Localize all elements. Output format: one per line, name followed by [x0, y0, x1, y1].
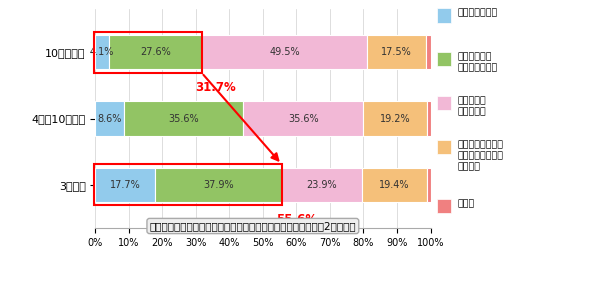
- Text: 予想以上に
つらかった: 予想以上に つらかった: [458, 96, 486, 116]
- Text: 37.9%: 37.9%: [203, 180, 234, 190]
- FancyBboxPatch shape: [437, 8, 451, 23]
- Bar: [124, 101, 244, 136]
- Text: 楽に受けられた: 楽に受けられた: [458, 8, 498, 17]
- Bar: [363, 101, 427, 136]
- FancyBboxPatch shape: [437, 199, 451, 213]
- Text: 8.6%: 8.6%: [98, 113, 122, 124]
- Bar: [94, 164, 282, 206]
- Bar: [95, 168, 154, 202]
- Text: 49.5%: 49.5%: [269, 47, 300, 57]
- Text: 「楽に受けられた」と「つらくなかった」を合わせた割合が約2倍に増加: 「楽に受けられた」と「つらくなかった」を合わせた割合が約2倍に増加: [149, 221, 356, 231]
- Text: 23.9%: 23.9%: [306, 180, 337, 190]
- Bar: [95, 101, 124, 136]
- Text: 17.5%: 17.5%: [381, 47, 412, 57]
- Text: 55.6%: 55.6%: [276, 213, 317, 226]
- Text: 35.6%: 35.6%: [169, 113, 199, 124]
- Bar: [109, 35, 202, 69]
- Bar: [368, 35, 426, 69]
- Bar: [202, 35, 368, 69]
- Bar: [362, 168, 427, 202]
- Bar: [427, 101, 430, 136]
- Bar: [426, 35, 430, 69]
- FancyBboxPatch shape: [437, 52, 451, 67]
- Text: 31.7%: 31.7%: [196, 81, 236, 94]
- Text: 4.1%: 4.1%: [90, 47, 114, 57]
- Text: 病気の不安が解消
されたので受けて
よかった: 病気の不安が解消 されたので受けて よかった: [458, 140, 503, 172]
- Text: 17.7%: 17.7%: [109, 180, 140, 190]
- Text: 予想したほど
つらくなかった: 予想したほど つらくなかった: [458, 52, 498, 73]
- FancyBboxPatch shape: [437, 96, 451, 110]
- Bar: [94, 32, 202, 73]
- Bar: [282, 168, 362, 202]
- Bar: [244, 101, 363, 136]
- Text: その他: その他: [458, 199, 475, 208]
- Text: 35.6%: 35.6%: [288, 113, 319, 124]
- Bar: [427, 168, 430, 202]
- Text: 19.2%: 19.2%: [379, 113, 410, 124]
- Bar: [154, 168, 282, 202]
- FancyBboxPatch shape: [437, 140, 451, 154]
- Bar: [95, 35, 109, 69]
- Text: 27.6%: 27.6%: [140, 47, 171, 57]
- Text: 19.4%: 19.4%: [379, 180, 410, 190]
